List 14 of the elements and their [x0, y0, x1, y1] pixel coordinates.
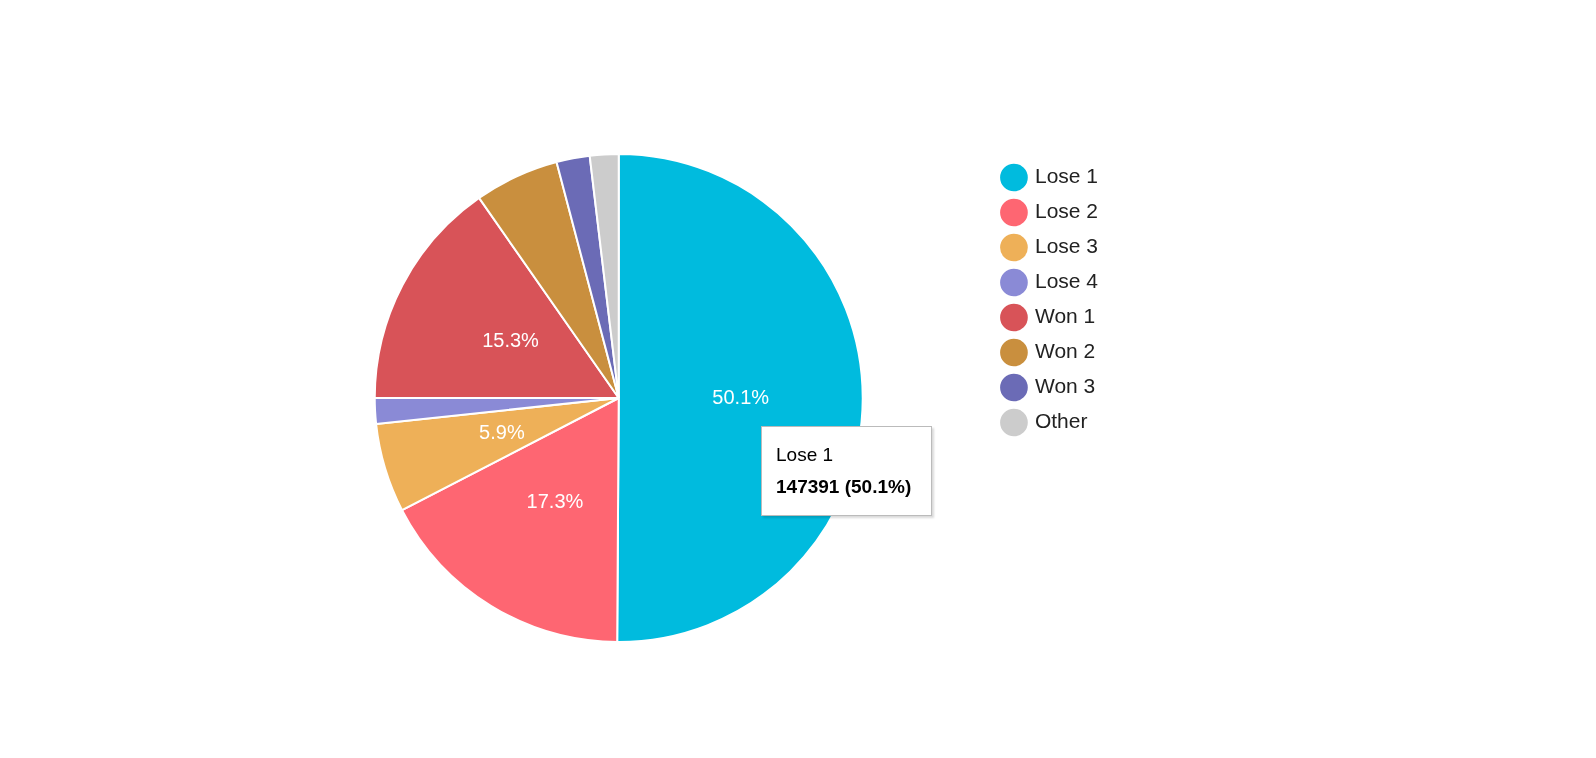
- legend-label: Won 3: [1034, 374, 1096, 398]
- legend-label: Lose 2: [1034, 199, 1099, 223]
- legend-label: Won 2: [1034, 339, 1096, 363]
- legend-label: Other: [1034, 409, 1088, 433]
- data-label: 50.1%: [712, 385, 770, 408]
- text: 147391 (50.1%): [776, 475, 912, 499]
- legend-label: Lose 4: [1034, 269, 1099, 293]
- data-label: 15.3%: [482, 329, 540, 352]
- legend-label: Lose 3: [1034, 234, 1099, 258]
- text: Lose 1: [776, 443, 835, 467]
- data-label: 5.9%: [479, 420, 525, 443]
- data-label: 17.3%: [526, 489, 584, 512]
- legend-label: Won 1: [1034, 304, 1096, 328]
- legend-label: Lose 1: [1034, 164, 1099, 188]
